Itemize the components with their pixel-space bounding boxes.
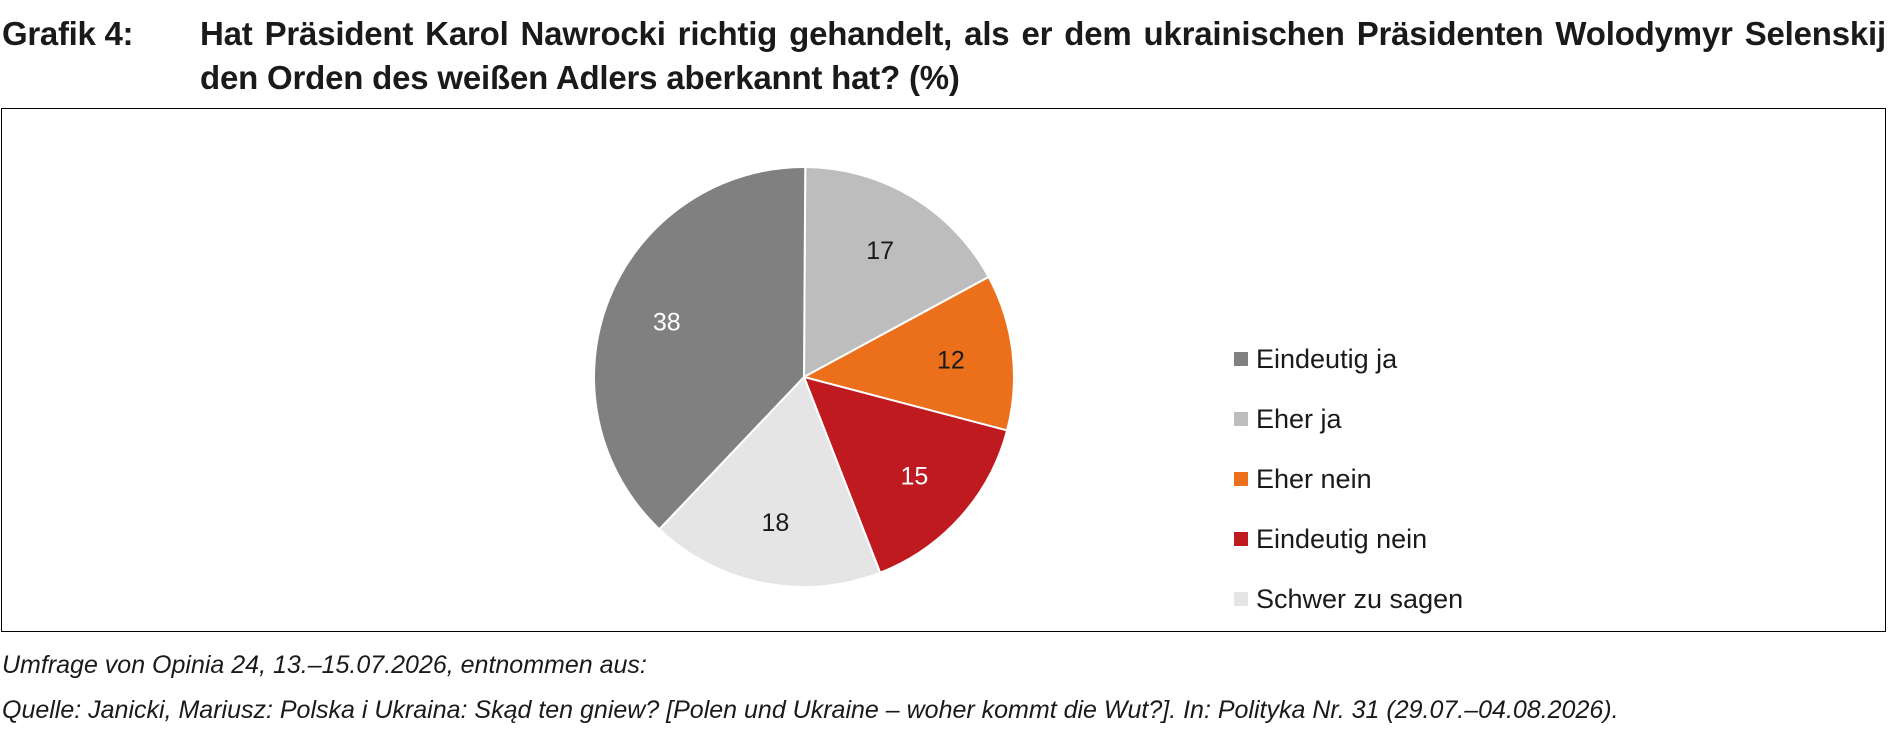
legend-swatch xyxy=(1234,532,1248,546)
legend-label: Schwer zu sagen xyxy=(1256,584,1464,614)
pie-data-label-eher-nein: 12 xyxy=(937,346,965,374)
figure-title: Hat Präsident Karol Nawrocki richtig geh… xyxy=(200,15,1886,96)
pie-slice-eindeutig-ja xyxy=(593,166,807,531)
survey-note: Umfrage von Opinia 24, 13.–15.07.2026, e… xyxy=(2,651,647,679)
chart-frame: 17 12 15 18 38 Eindeutig ja Eher ja Eher nein E… xyxy=(1,108,1886,632)
legend-swatch xyxy=(1234,592,1248,606)
pie-chart: 17 12 15 18 38 xyxy=(593,165,1015,588)
legend-label: Eindeutig nein xyxy=(1256,524,1428,554)
legend-swatch xyxy=(1234,352,1248,366)
legend-label: Eher ja xyxy=(1256,404,1342,434)
pie-slice-eher-ja xyxy=(802,165,990,379)
pie-slice-eindeutig-nein xyxy=(802,375,1009,575)
source-note: Quelle: Janicki, Mariusz: Polska i Ukrai… xyxy=(2,696,1619,724)
legend-swatch xyxy=(1234,412,1248,426)
legend-label: Eher nein xyxy=(1256,464,1372,494)
pie-data-label-eher-ja: 17 xyxy=(866,237,894,265)
figure-label: Grafik 4: xyxy=(2,15,134,52)
legend-swatch xyxy=(1234,472,1248,486)
pie-data-label-schwer-zu-sagen: 18 xyxy=(761,509,789,537)
pie-slice-schwer-zu-sagen xyxy=(657,375,882,588)
legend-label: Eindeutig ja xyxy=(1256,344,1398,374)
pie-data-label-eindeutig-nein: 15 xyxy=(901,463,929,491)
pie-data-label-eindeutig-ja: 38 xyxy=(653,309,681,337)
pie-slice-eher-nein xyxy=(801,275,1015,432)
